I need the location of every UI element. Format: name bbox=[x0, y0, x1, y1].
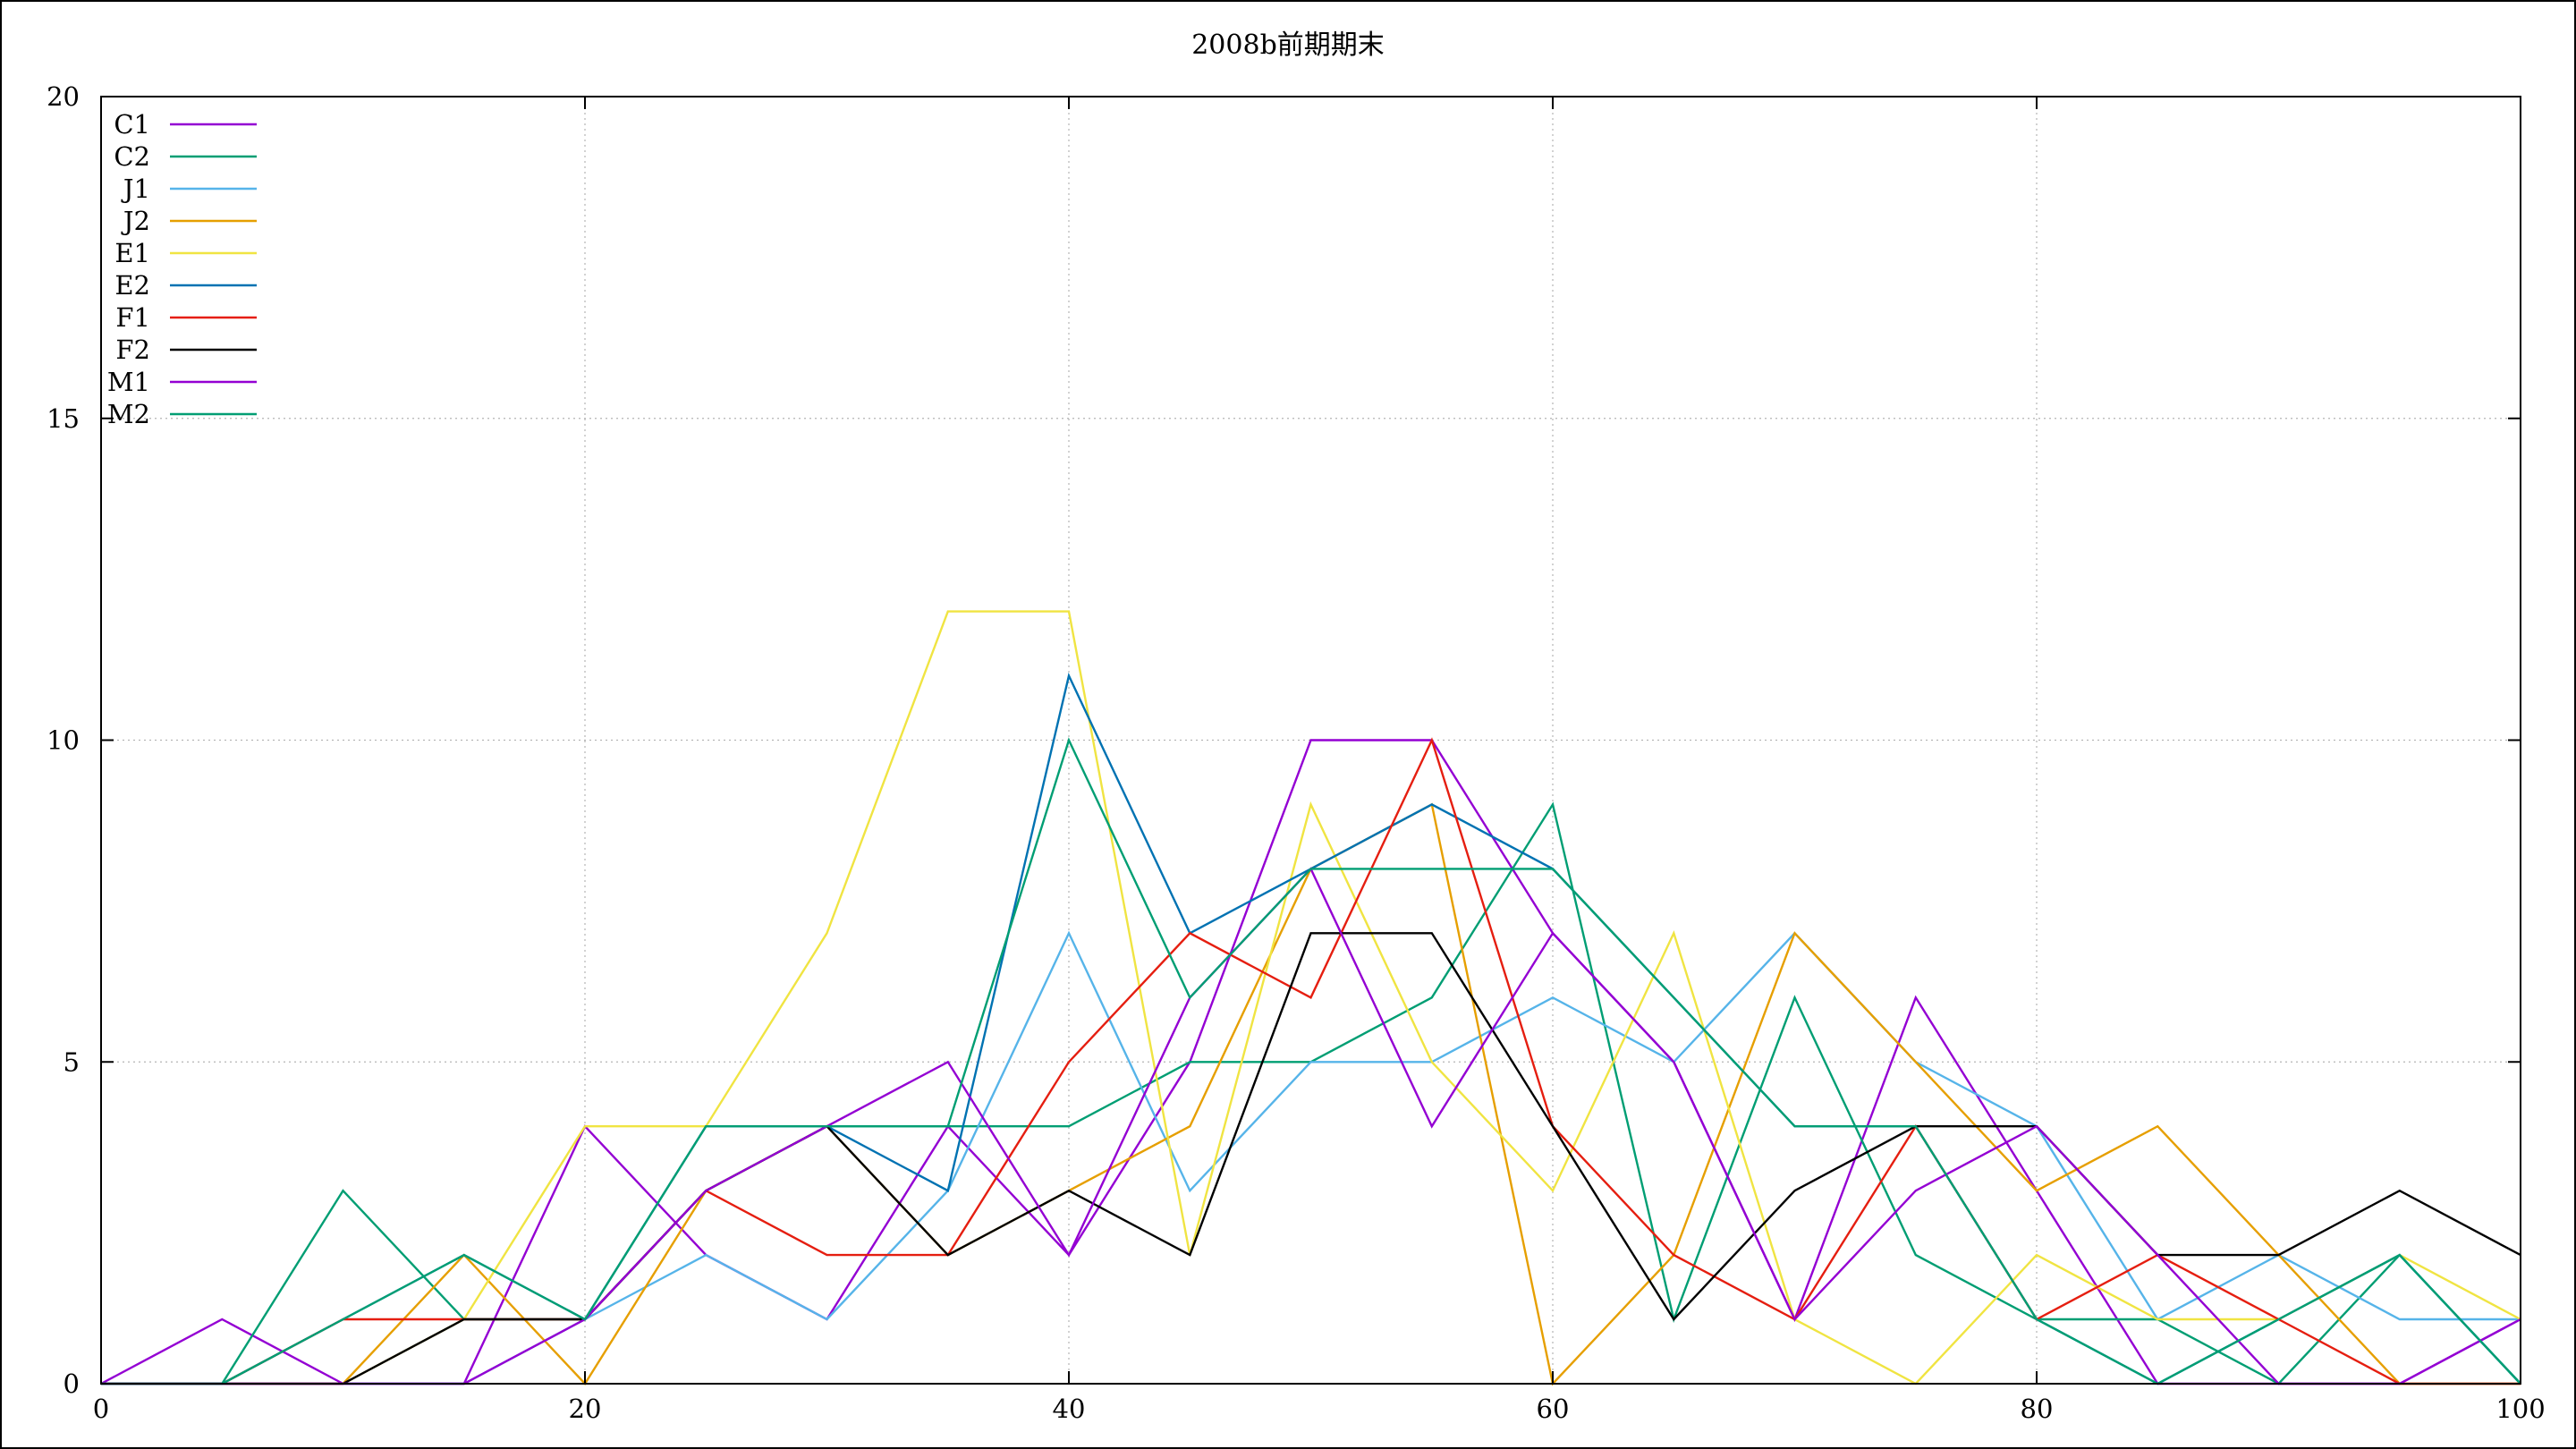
y-tick-label: 5 bbox=[64, 1046, 80, 1077]
legend-label-f1: F1 bbox=[115, 302, 150, 333]
x-tick-label: 20 bbox=[569, 1394, 602, 1424]
x-tick-label: 100 bbox=[2496, 1394, 2545, 1424]
axis-ticks: 0 20 40 60 80 100 0 5 10 15 20 bbox=[47, 81, 2546, 1424]
y-tick-label: 20 bbox=[47, 81, 80, 112]
legend-label-c1: C1 bbox=[114, 109, 150, 140]
y-tick-label: 0 bbox=[64, 1368, 80, 1399]
series-lines bbox=[100, 610, 2521, 1386]
legend-label-m1: M1 bbox=[107, 367, 150, 397]
grid-lines bbox=[101, 97, 2521, 1384]
legend-label-m2: M2 bbox=[107, 399, 150, 429]
x-tick-label: 40 bbox=[1053, 1394, 1086, 1424]
legend-label-e2: E2 bbox=[114, 270, 150, 301]
legend-label-j1: J1 bbox=[121, 174, 150, 204]
series-line-e1 bbox=[101, 610, 2521, 1385]
x-tick-label: 0 bbox=[93, 1394, 109, 1424]
legend-label-c2: C2 bbox=[114, 141, 150, 172]
series-line-m2 bbox=[101, 737, 2521, 1385]
x-tick-label: 60 bbox=[1537, 1394, 1570, 1424]
x-tick-label: 80 bbox=[2021, 1394, 2054, 1424]
chart-title: 2008b前期期末 bbox=[1191, 30, 1385, 61]
y-tick-label: 10 bbox=[47, 725, 80, 756]
legend-label-j2: J2 bbox=[121, 206, 150, 236]
y-tick-label: 15 bbox=[47, 403, 80, 434]
legend-label-e1: E1 bbox=[114, 238, 150, 268]
legend-label-f2: F2 bbox=[115, 335, 150, 365]
